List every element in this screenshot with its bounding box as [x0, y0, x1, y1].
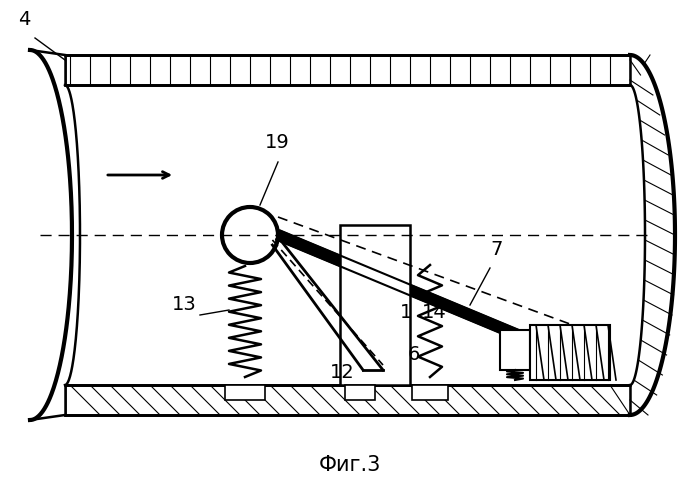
Text: 6: 6	[408, 345, 420, 364]
Text: 4: 4	[18, 10, 30, 29]
Text: Фиг.3: Фиг.3	[319, 455, 381, 475]
Text: 7: 7	[490, 240, 503, 259]
Bar	[65, 55, 630, 85]
Text: 13: 13	[172, 295, 196, 314]
Bar	[340, 225, 410, 385]
Bar	[65, 55, 630, 85]
Bar	[345, 385, 375, 400]
Polygon shape	[30, 50, 72, 420]
Text: 14: 14	[422, 303, 447, 322]
Bar	[65, 385, 630, 415]
Bar	[530, 325, 610, 380]
Text: 1: 1	[400, 303, 412, 322]
Polygon shape	[630, 55, 675, 415]
Text: 12: 12	[330, 363, 355, 382]
Bar	[412, 385, 448, 400]
Bar	[225, 385, 265, 400]
Text: 19: 19	[265, 133, 290, 152]
Bar	[65, 385, 630, 415]
Polygon shape	[276, 230, 592, 370]
Bar	[500, 330, 530, 370]
